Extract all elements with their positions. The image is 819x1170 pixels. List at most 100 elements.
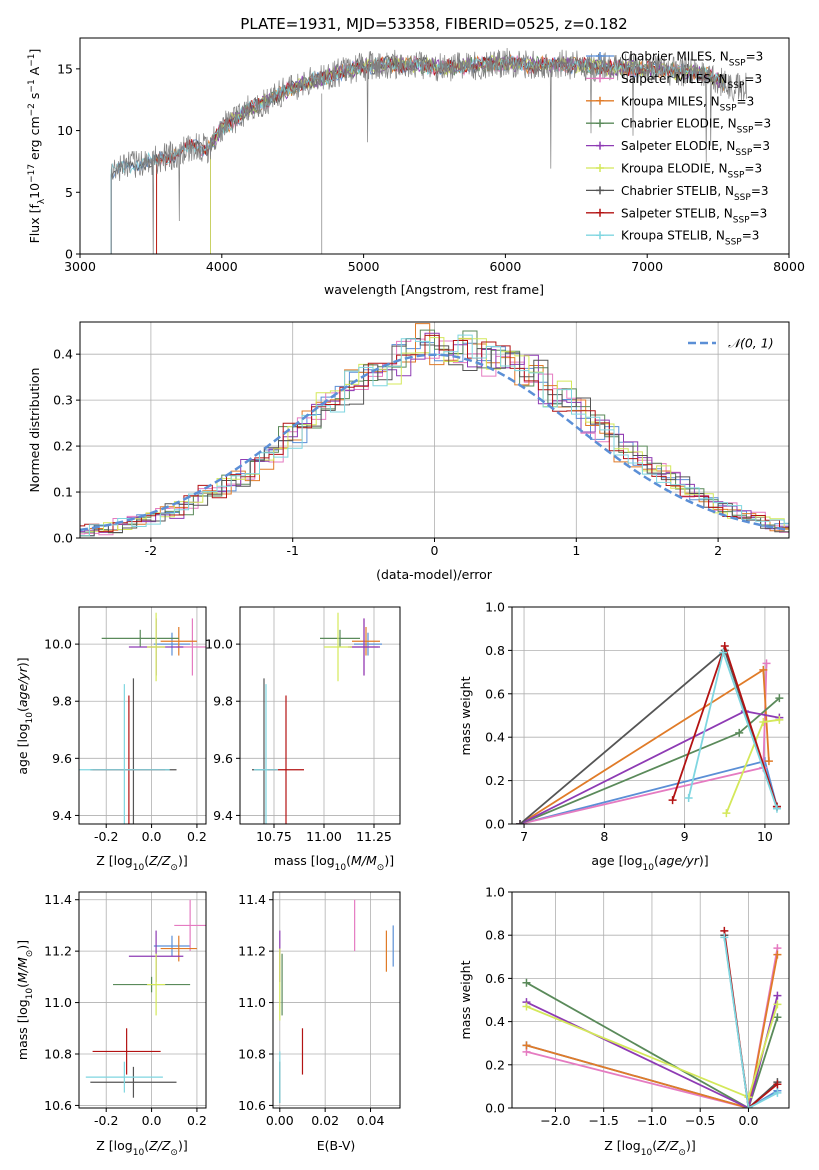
data-point: [522, 978, 531, 987]
label-part: 10: [25, 988, 35, 1000]
x-axis-label: age [log10(age/yr)]: [591, 853, 708, 873]
data-point: [773, 1013, 782, 1022]
errorbar-chabrier-elodie: [320, 629, 360, 647]
spectrum-model-salpeter-stelib: [156, 56, 726, 254]
legend-label: Salpeter MILES, NSSP=3: [621, 72, 762, 91]
series-line: [526, 981, 779, 1108]
label-part: −1: [27, 79, 37, 92]
tick-label-x: -1: [286, 543, 298, 558]
spectrum-model-salpeter-elodie: [210, 55, 725, 254]
axes-frame: [78, 606, 207, 825]
tick-label-y: 0.8: [485, 643, 505, 658]
errorbar-kroupa-miles: [160, 626, 197, 656]
tick-label-x: −1.5: [589, 1113, 619, 1128]
x-axis-label: Z [log10(Z/Z⊙)]: [604, 1138, 695, 1158]
label-part: Chabrier ELODIE, N: [621, 117, 737, 131]
errorbar-chabrier-elodie: [101, 629, 179, 647]
plot-area: [516, 642, 784, 824]
x-axis-label: (data-model)/error: [376, 567, 493, 582]
label-part: (: [346, 853, 351, 868]
data-point: [773, 1000, 782, 1009]
errorbar-kroupa-miles: [352, 626, 380, 656]
chart-mass-vs-Z: -0.2 0.0 0.210.610.811.011.211.4Z [log10(Z…: [15, 891, 207, 1158]
tick-label-x: 0.0: [142, 1113, 162, 1128]
tick-label-y: 9.4: [52, 808, 72, 823]
tick-label-y: 0.8: [485, 928, 505, 943]
label-part: A: [27, 66, 42, 79]
legend-label: Salpeter ELODIE, NSSP=3: [621, 139, 770, 158]
axes-frame: [79, 37, 790, 255]
legend-marker: [596, 208, 604, 217]
label-part: Z [log: [96, 1138, 132, 1153]
label-part: M/M: [15, 957, 30, 983]
tick-label-y: 0.2: [485, 1057, 505, 1072]
tick-label-x: −0.5: [685, 1113, 715, 1128]
series-line: [526, 954, 779, 1108]
data-point: [773, 991, 782, 1000]
axes-frame: [239, 606, 401, 825]
tick-label-y: 10.6: [44, 1098, 72, 1113]
label-part: (: [144, 853, 149, 868]
label-part: ⊙: [678, 1148, 686, 1158]
series-kroupa-stelib: [720, 933, 782, 1108]
legend-marker: [596, 52, 604, 60]
label-part: SSP: [735, 148, 752, 158]
chart-residuals: -2 -1 0 1 2 0.0 0.1 0.2 0.3 0.4 𝒩(0, 1) (data-model…: [27, 321, 790, 582]
label-part: SSP: [725, 238, 742, 248]
data-point: [773, 1080, 782, 1089]
label-part: SSP: [720, 103, 737, 113]
data-point: [759, 718, 768, 727]
label-part: Kroupa ELODIE, N: [621, 162, 728, 176]
tick-label-x: 0.2: [187, 1113, 207, 1128]
tick-label-y: 0.3: [53, 393, 73, 408]
axes-front: -0.2 0.0 0.29.49.69.810.0Z [log10(Z/Z⊙)]ag…: [15, 606, 207, 873]
axes-front: -0.2 0.0 0.210.610.811.011.211.4Z [log10(Z…: [15, 891, 207, 1158]
data-point: [764, 757, 773, 766]
data-point: [773, 950, 782, 959]
label-part: 10: [641, 1148, 653, 1158]
axes-front: −2.0 −1.5 −1.0 −0.5 0.0 0.0 0.2 0.4 0.6 0.8 1.0 Z […: [458, 885, 790, 1158]
label-part: ⊙: [170, 863, 178, 873]
tick-label-x: 11.00: [306, 829, 342, 844]
tick-label-y: 0.6: [485, 971, 505, 986]
tick-label-y: 0.0: [485, 1101, 505, 1116]
label-part: (: [15, 983, 30, 988]
label-part: (: [654, 853, 659, 868]
tick-label-x: 6000: [489, 259, 521, 274]
x-axis-label: wavelength [Angstrom, rest frame]: [324, 282, 544, 297]
plot-area: [80, 323, 789, 537]
data-point: [744, 1104, 753, 1108]
axes-frame: [511, 606, 790, 825]
label-part: ⊙: [25, 950, 35, 958]
data-point: [720, 933, 729, 942]
label-part: (: [144, 1138, 149, 1153]
legend-label: Chabrier STELIB, NSSP=3: [621, 184, 769, 203]
label-part: Z/Z: [148, 853, 171, 868]
plot-area: [279, 899, 394, 1103]
label-part: =3: [744, 162, 762, 176]
tick-label-x: −1.0: [637, 1113, 667, 1128]
legend-marker: [596, 74, 604, 83]
y-axis-label: mass weight: [458, 960, 473, 1039]
label-part: =3: [753, 117, 771, 131]
label-part: =3: [746, 50, 764, 64]
label-part: age/yr: [659, 853, 700, 868]
tick-label-x: 10: [757, 829, 773, 844]
tick-label-y: 9.4: [213, 808, 233, 823]
tick-label-x: 0.2: [187, 829, 207, 844]
label-part: SSP: [733, 215, 750, 225]
label-part: s: [27, 93, 42, 104]
tick-label-y: 11.2: [44, 944, 72, 959]
tick-label-x: −2.0: [540, 1113, 570, 1128]
data-point: [735, 728, 744, 737]
legend-marker: [596, 164, 604, 172]
plot-area: [79, 612, 206, 824]
label-part: =3: [750, 206, 768, 220]
tick-label-x: 5000: [348, 259, 380, 274]
label-part: 10: [133, 1148, 145, 1158]
tick-label-x: 7: [520, 829, 528, 844]
data-point: [772, 804, 781, 813]
axes-frame: [272, 891, 401, 1109]
data-point: [722, 809, 731, 818]
y-axis-label: mass weight: [458, 676, 473, 755]
